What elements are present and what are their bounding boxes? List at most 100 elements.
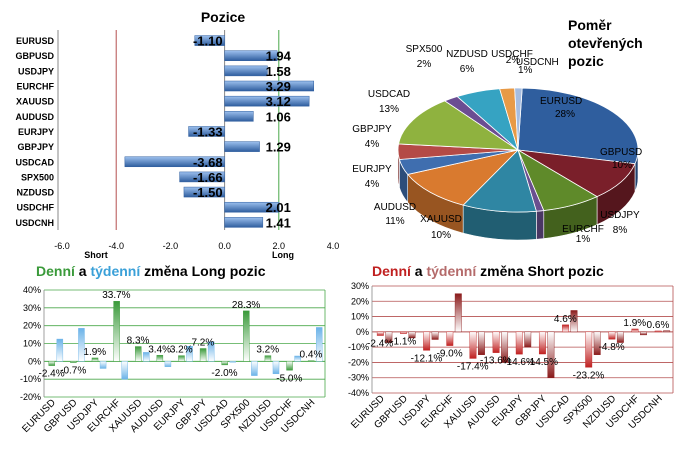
position-bar (224, 50, 278, 61)
short-change-chart-bar (538, 331, 546, 355)
pie-slice-label: USDCHF (491, 49, 533, 60)
short-change-chart-title-part: Denní (372, 263, 412, 279)
x-tick-label: 4.0 (327, 241, 340, 251)
value-label: 2.01 (266, 200, 291, 215)
short-change-chart-bar (431, 331, 439, 340)
category-label: USDCNH (15, 218, 54, 228)
long-change-chart-bar (251, 361, 258, 376)
long-change-chart-bar (286, 361, 293, 371)
long-change-chart-bar (294, 355, 301, 362)
pie-title-line: otevřených (568, 35, 643, 51)
category-label: XAUUSD (16, 97, 55, 107)
short-change-chart-bar (608, 331, 616, 340)
value-label: 3.12 (266, 94, 291, 109)
long-change-chart-bar (113, 301, 120, 362)
long-change-chart-y-tick-label: 40% (23, 285, 41, 295)
long-change-chart-data-label: 8.3% (127, 336, 150, 347)
long-change-chart-data-label: 3.2% (256, 345, 279, 356)
category-label: GBPUSD (15, 51, 54, 61)
short-change-chart-bar (408, 331, 416, 339)
short-change-chart-bar (616, 331, 624, 343)
pie-slice-percent: 6% (460, 64, 475, 75)
pie-slice-percent: 28% (555, 109, 575, 120)
pie-slice-label: AUDUSD (374, 202, 416, 213)
short-change-chart-title: Denní a týdenní změna Short pozic (372, 263, 604, 279)
pie-slice-percent: 11% (385, 216, 404, 227)
long-change-chart-bar (272, 361, 280, 375)
short-change-chart-data-label: -13.6% (480, 356, 512, 367)
position-bar (224, 95, 310, 107)
long-change-chart-bar (264, 355, 272, 362)
long-change-chart-data-label: 7.2% (191, 337, 214, 348)
x-tick-label: -6.0 (54, 241, 70, 251)
long-change-chart-bar (164, 361, 172, 367)
position-bar (224, 217, 264, 228)
long-change-chart-bar (243, 310, 250, 362)
pie-slice (517, 149, 636, 198)
short-change-chart-bar (477, 331, 485, 355)
short-change-chart-bar (524, 331, 532, 348)
value-label: -3.68 (193, 155, 223, 170)
short-change-chart-bar (423, 331, 431, 351)
short-change-chart-data-label: -14.6% (503, 357, 535, 368)
short-change-chart-data-label: -2.4% (367, 339, 393, 350)
long-change-chart-bar (70, 361, 77, 363)
long-change-chart-bar (99, 361, 107, 369)
category-label: NZDUSD (17, 188, 55, 198)
long-change-chart-title-part: a (75, 263, 87, 279)
x-tick-label: 2.0 (273, 241, 286, 251)
long-change-chart-data-label: 33.7% (102, 290, 130, 301)
long-change-chart-data-label: 1.9% (83, 347, 106, 358)
category-label: EURUSD (16, 36, 55, 46)
pie-slice (398, 100, 520, 151)
short-change-chart-y-tick-label: 0% (356, 327, 369, 337)
long-change-chart-title-part: týdenní (87, 263, 142, 279)
short-change-chart-bar (454, 293, 462, 333)
long-change-chart-y-tick-label: 10% (23, 339, 41, 349)
short-change-chart-bar (663, 330, 671, 333)
long-change-chart-bar (78, 328, 85, 362)
short-change-chart-data-label: -1.1% (390, 337, 416, 348)
pie-slice (514, 87, 523, 151)
pie-slice-percent: 13% (379, 104, 399, 115)
bar-chart-title: Pozice (201, 9, 246, 25)
long-change-chart-data-label: 3.4% (148, 344, 171, 355)
position-bar (188, 126, 225, 137)
short-change-chart-bar (585, 331, 593, 368)
short-change-chart-y-tick-label: 10% (351, 312, 369, 322)
pie-slice (517, 87, 639, 165)
value-label: 1.41 (266, 215, 291, 230)
value-label: 1.94 (266, 49, 292, 64)
pie-title-line: Poměr (568, 17, 612, 33)
pie-slice-percent: 10% (612, 160, 632, 171)
long-change-chart-data-label: -2.4% (39, 369, 65, 380)
value-label: -1.50 (193, 185, 223, 200)
position-bar (224, 111, 254, 122)
short-change-chart-bar (570, 310, 578, 333)
long-change-chart-title: Denní a týdenní změna Long pozic (36, 263, 266, 279)
short-change-chart-bar (400, 331, 407, 334)
long-change-chart-title-part: změna Long pozic (140, 263, 265, 279)
short-change-chart-title-part: týdenní (423, 263, 478, 279)
pie-slice (406, 149, 520, 206)
value-label: 3.29 (266, 79, 291, 94)
short-change-chart-bar (492, 331, 500, 353)
position-bar (194, 35, 225, 46)
pie-slice (462, 149, 537, 213)
long-change-chart-y-tick-label: -10% (20, 374, 41, 384)
pie-slice-percent: 2% (417, 59, 432, 70)
short-change-chart-data-label: -14.5% (526, 357, 558, 368)
pie-slice-label: GBPJPY (352, 124, 392, 135)
short-change-chart-y-tick-label: -40% (348, 388, 369, 398)
pie-slice-label: XAUUSD (420, 214, 462, 225)
pie-slice-percent: 10% (431, 230, 451, 241)
long-change-chart-y-tick-label: 30% (23, 303, 41, 313)
short-change-chart-data-label: -4.8% (599, 342, 625, 353)
position-bar (179, 171, 225, 183)
long-change-chart-data-label: 0.4% (300, 350, 323, 361)
short-change-chart-bar (376, 331, 384, 336)
position-bar (224, 65, 268, 77)
value-label: 1.58 (266, 64, 291, 79)
